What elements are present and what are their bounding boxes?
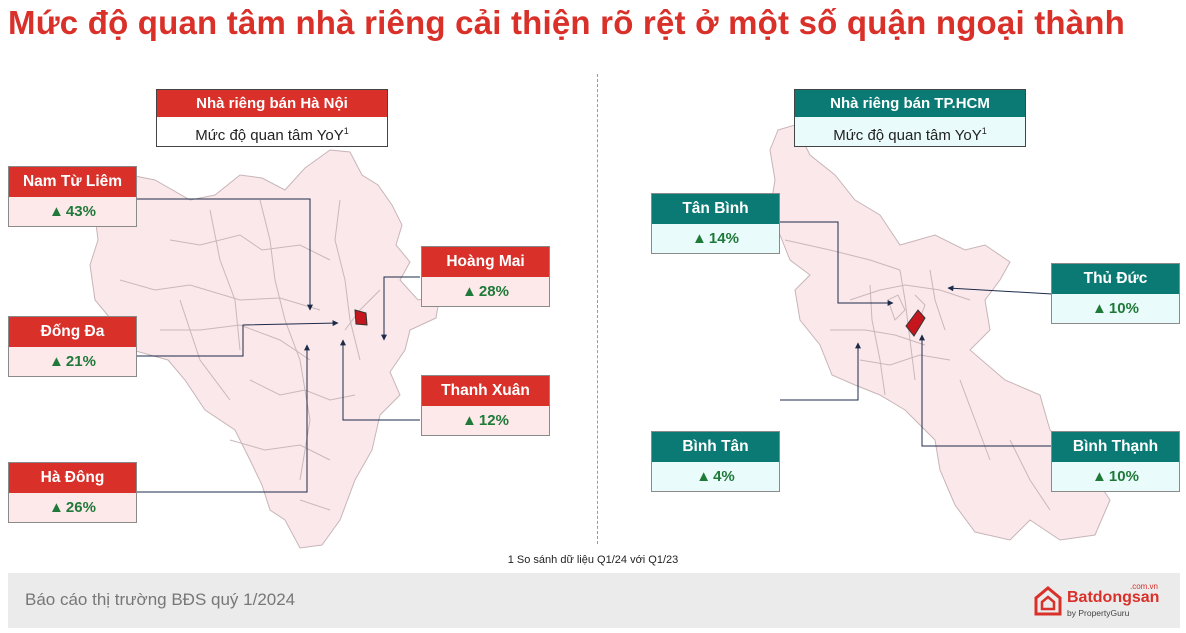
district-value: ▲ 43% bbox=[9, 197, 136, 226]
district-value-text: 14% bbox=[708, 230, 739, 247]
center-divider bbox=[597, 74, 598, 544]
district-card-dong-da: Đống Đa ▲ 21% bbox=[8, 316, 137, 377]
footnote: 1 So sánh dữ liệu Q1/24 với Q1/23 bbox=[507, 554, 679, 566]
house-logo-icon bbox=[1034, 586, 1062, 616]
district-name: Hà Đông bbox=[9, 463, 136, 493]
district-card-binh-tan: Bình Tân ▲ 4% bbox=[651, 431, 780, 492]
district-value: ▲ 28% bbox=[422, 277, 549, 306]
hcm-header-sub: Mức độ quan tâm YoY1 bbox=[795, 117, 1025, 146]
district-value-text: 12% bbox=[478, 412, 509, 429]
district-card-thanh-xuan: Thanh Xuân ▲ 12% bbox=[421, 375, 550, 436]
up-arrow-icon: ▲ bbox=[49, 353, 64, 370]
footer-bar: Báo cáo thị trường BĐS quý 1/2024 .com.v… bbox=[8, 573, 1180, 628]
brand-logo[interactable]: .com.vn Batdongsan by PropertyGuru bbox=[1034, 582, 1164, 622]
district-value-text: 21% bbox=[65, 353, 96, 370]
report-label: Báo cáo thị trường BĐS quý 1/2024 bbox=[25, 590, 296, 609]
district-card-hoang-mai: Hoàng Mai ▲ 28% bbox=[421, 246, 550, 307]
district-value: ▲ 26% bbox=[9, 493, 136, 522]
up-arrow-icon: ▲ bbox=[692, 230, 707, 247]
district-card-ha-dong: Hà Đông ▲ 26% bbox=[8, 462, 137, 523]
hanoi-leaders bbox=[137, 198, 420, 493]
district-card-thu-duc: Thủ Đức ▲ 10% bbox=[1051, 263, 1180, 324]
up-arrow-icon: ▲ bbox=[1092, 300, 1107, 317]
district-value: ▲ 12% bbox=[422, 406, 549, 435]
up-arrow-icon: ▲ bbox=[462, 283, 477, 300]
up-arrow-icon: ▲ bbox=[49, 499, 64, 516]
district-name: Thanh Xuân bbox=[422, 376, 549, 406]
hanoi-header-title: Nhà riêng bán Hà Nội bbox=[157, 90, 387, 117]
hcm-header-box: Nhà riêng bán TP.HCM Mức độ quan tâm YoY… bbox=[794, 89, 1026, 147]
district-card-tan-binh: Tân Bình ▲ 14% bbox=[651, 193, 780, 254]
district-name: Tân Bình bbox=[652, 194, 779, 224]
hcm-header-sub-text: Mức độ quan tâm YoY bbox=[833, 127, 982, 144]
district-value-text: 28% bbox=[478, 283, 509, 300]
district-value-text: 43% bbox=[65, 203, 96, 220]
up-arrow-icon: ▲ bbox=[49, 203, 64, 220]
hcm-leaders bbox=[780, 221, 1053, 447]
hanoi-header-sub-text: Mức độ quan tâm YoY bbox=[195, 127, 344, 144]
district-value: ▲ 10% bbox=[1052, 462, 1179, 491]
district-card-nam-tu-liem: Nam Từ Liêm ▲ 43% bbox=[8, 166, 137, 227]
hcm-header-sup: 1 bbox=[981, 126, 987, 136]
hcm-header-title: Nhà riêng bán TP.HCM bbox=[795, 90, 1025, 117]
district-name: Thủ Đức bbox=[1052, 264, 1179, 294]
page-title: Mức độ quan tâm nhà riêng cải thiện rõ r… bbox=[8, 4, 1126, 41]
hanoi-map bbox=[89, 149, 441, 549]
up-arrow-icon: ▲ bbox=[1092, 468, 1107, 485]
district-name: Bình Thạnh bbox=[1052, 432, 1179, 462]
district-name: Bình Tân bbox=[652, 432, 779, 462]
district-name: Đống Đa bbox=[9, 317, 136, 347]
hanoi-header-sup: 1 bbox=[343, 126, 349, 136]
district-value-text: 10% bbox=[1108, 300, 1139, 317]
hanoi-header-box: Nhà riêng bán Hà Nội Mức độ quan tâm YoY… bbox=[156, 89, 388, 147]
up-arrow-icon: ▲ bbox=[462, 412, 477, 429]
brand-byline: by PropertyGuru bbox=[1067, 608, 1130, 618]
district-value: ▲ 10% bbox=[1052, 294, 1179, 323]
district-value-text: 4% bbox=[713, 468, 735, 485]
brand-domain: .com.vn bbox=[1129, 582, 1158, 591]
district-value-text: 10% bbox=[1108, 468, 1139, 485]
district-value: ▲ 14% bbox=[652, 224, 779, 253]
brand-name: Batdongsan bbox=[1067, 589, 1160, 606]
district-name: Nam Từ Liêm bbox=[9, 167, 136, 197]
district-card-binh-thanh: Bình Thạnh ▲ 10% bbox=[1051, 431, 1180, 492]
hanoi-header-sub: Mức độ quan tâm YoY1 bbox=[157, 117, 387, 146]
district-value: ▲ 21% bbox=[9, 347, 136, 376]
district-name: Hoàng Mai bbox=[422, 247, 549, 277]
district-value: ▲ 4% bbox=[652, 462, 779, 491]
up-arrow-icon: ▲ bbox=[696, 468, 712, 485]
district-value-text: 26% bbox=[65, 499, 96, 516]
